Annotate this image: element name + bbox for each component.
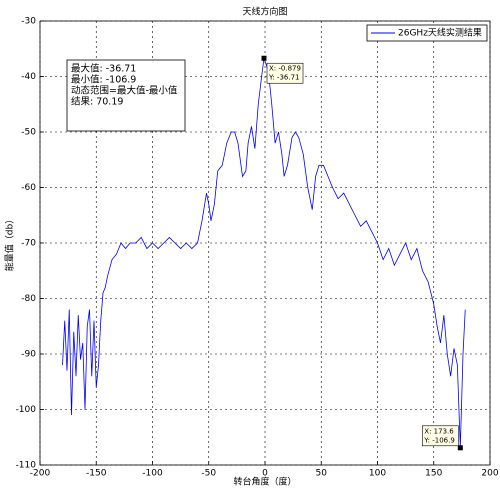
x-axis-label: 转台角度（度） (233, 476, 296, 488)
annotation-text: 最大值: -36.71 (71, 63, 136, 75)
y-tick-label: -80 (21, 294, 36, 304)
legend-box (366, 24, 488, 42)
x-tick-label: 200 (481, 469, 498, 479)
datatip-marker (261, 55, 267, 61)
x-tick-label: 50 (316, 469, 328, 479)
chart-title: 天线方向图 (242, 6, 287, 18)
y-tick-label: -40 (21, 72, 36, 82)
annotation-text: 动态范围=最大值-最小值 (71, 85, 178, 97)
x-tick-label: -100 (142, 469, 163, 479)
y-tick-label: -50 (21, 128, 36, 138)
y-tick-label: -100 (16, 405, 37, 415)
x-tick-label: -150 (86, 469, 107, 479)
x-tick-label: 150 (425, 469, 442, 479)
data-line (62, 58, 466, 448)
datatip-box (421, 425, 459, 447)
datatip-text: Y: -36.71 (268, 74, 300, 82)
datatip-text: X: -0.879 (269, 65, 301, 73)
y-tick-label: -70 (21, 239, 36, 249)
plot-frame (39, 20, 491, 466)
legend-label: 26GHz天线实测结果 (398, 27, 482, 39)
datatip-text: Y: -106.9 (423, 436, 455, 444)
annotation-text: 最小值: -106.9 (71, 74, 136, 86)
x-tick-label: -200 (30, 469, 51, 479)
y-tick-label: -110 (16, 461, 37, 471)
y-tick-label: -60 (21, 183, 36, 193)
x-tick-label: -50 (201, 469, 216, 479)
y-tick-label: -30 (21, 17, 36, 27)
x-tick-label: 0 (262, 469, 268, 479)
datatip-text: X: 173.6 (424, 427, 454, 435)
datatip-box (266, 62, 304, 84)
x-tick-label: 100 (369, 469, 386, 479)
y-tick-label: -90 (21, 350, 36, 360)
datatip-marker (457, 445, 463, 451)
annotation-box (66, 59, 186, 132)
annotation-text: 结果: 70.19 (71, 96, 123, 108)
y-axis-label: 能量值（db） (4, 215, 16, 271)
